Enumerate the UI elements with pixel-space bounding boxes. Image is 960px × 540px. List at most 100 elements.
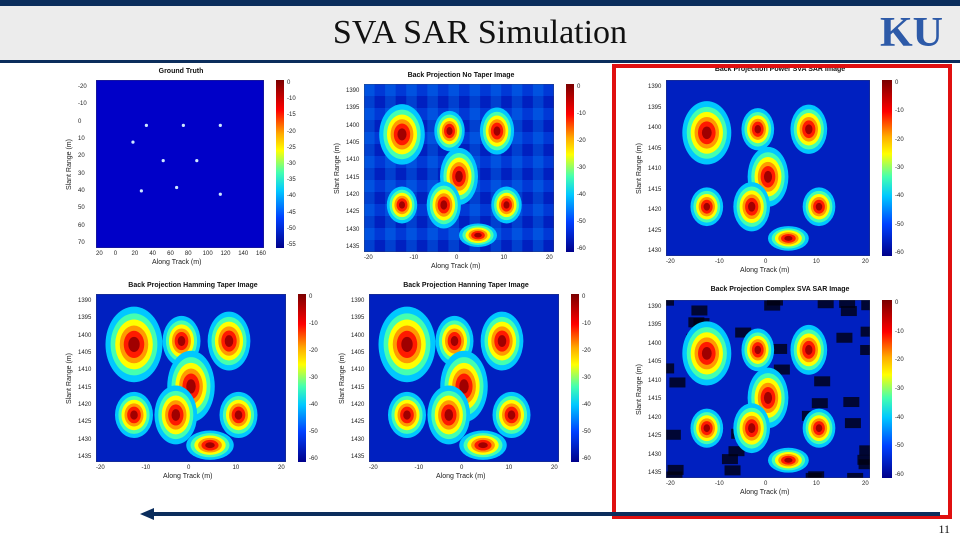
colorbar-tick: -20 xyxy=(309,348,318,354)
x-tick-label: 0 xyxy=(455,255,459,261)
blob xyxy=(219,391,258,439)
colorbar xyxy=(882,80,892,256)
x-tick-label: 20 xyxy=(862,481,869,487)
blob xyxy=(426,181,461,229)
y-tick-label: 1395 xyxy=(351,315,365,322)
x-tick-label: 60 xyxy=(167,251,174,257)
y-tick-label: 40 xyxy=(78,188,85,194)
target-point xyxy=(144,123,148,127)
y-tick-label: 1395 xyxy=(78,315,92,322)
x-tick-label: 140 xyxy=(238,251,249,257)
colorbar-tick: -30 xyxy=(309,375,318,381)
x-tick-label: 40 xyxy=(149,251,157,257)
blob xyxy=(115,391,153,439)
y-tick-label: 1415 xyxy=(648,186,662,193)
slide-title: SVA SAR Simulation xyxy=(332,14,628,51)
plot-area xyxy=(666,80,870,256)
colorbar-tick: -40 xyxy=(287,193,296,200)
figure-title: Back Projection No Taper Image xyxy=(407,72,515,79)
x-tick-label: -20 xyxy=(666,259,675,265)
x-axis-label: Along Track (m) xyxy=(431,263,481,270)
y-axis-label: Slant Range (m) xyxy=(334,143,341,194)
blob xyxy=(386,186,418,224)
colorbar-tick: -50 xyxy=(287,225,296,232)
colorbar-tick: -10 xyxy=(577,111,586,117)
colorbar-tick: -20 xyxy=(895,357,904,364)
colorbar-tick: -30 xyxy=(287,161,296,167)
x-tick-label: 20 xyxy=(546,255,553,261)
figure-title: Back Projection Hanning Taper Image xyxy=(403,282,529,289)
colorbar-tick: -10 xyxy=(895,328,904,335)
x-tick-label: -20 xyxy=(96,465,105,471)
y-tick-label: 1420 xyxy=(351,402,365,408)
colorbar-tick: -60 xyxy=(895,250,904,256)
colorbar-tick: -40 xyxy=(577,192,586,198)
y-tick-label: 1410 xyxy=(648,377,662,384)
blob xyxy=(733,182,771,232)
colorbar-tick: -40 xyxy=(895,193,904,200)
y-tick-label: 1420 xyxy=(648,414,662,421)
y-axis-label: Slant Range (m) xyxy=(66,353,73,404)
plot-area xyxy=(364,84,554,252)
y-tick-label: 1395 xyxy=(346,105,360,112)
colorbar-tick: -40 xyxy=(309,402,318,408)
y-tick-label: 1400 xyxy=(648,340,662,347)
x-tick-label: 20 xyxy=(278,465,285,471)
x-tick-label: 0 xyxy=(113,251,118,257)
y-tick-label: 1435 xyxy=(648,470,662,476)
colorbar-tick: -35 xyxy=(287,177,296,184)
x-tick-label: 10 xyxy=(505,465,513,471)
x-tick-label: 10 xyxy=(232,465,240,471)
colorbar-tick: -30 xyxy=(895,165,904,171)
page-number: 11 xyxy=(938,522,950,536)
y-tick-label: 1390 xyxy=(648,304,662,310)
colorbar-tick: -20 xyxy=(895,136,904,143)
y-tick-label: 1405 xyxy=(351,350,365,356)
y-tick-label: 1390 xyxy=(351,298,365,304)
colorbar-tick: -20 xyxy=(577,138,586,144)
colorbar-tick: -10 xyxy=(895,108,904,115)
y-tick-label: 1410 xyxy=(351,367,365,374)
blob xyxy=(733,403,771,454)
figure-title: Back Projection Complex SVA SAR Image xyxy=(710,286,850,293)
colorbar-tick: 0 xyxy=(577,84,581,90)
x-tick-label: 20 xyxy=(131,251,139,257)
figure-power-sva: Back Projection Power SVA SAR Image 0 -10 -… xyxy=(630,66,930,286)
x-tick-label: 20 xyxy=(862,259,869,265)
figure-hamming-taper: Back Projection Hamming Taper Image 0 -10 -… xyxy=(62,282,324,492)
y-tick-label: 1390 xyxy=(78,298,92,304)
y-tick-label: 1435 xyxy=(351,454,365,460)
title-rule xyxy=(0,60,960,63)
figure-hanning-taper: Back Projection Hanning Taper Image 0 -10 -… xyxy=(335,282,597,492)
colorbar-tick: -60 xyxy=(577,246,586,252)
plot-area xyxy=(96,80,264,248)
colorbar-tick: -40 xyxy=(895,414,904,421)
blob xyxy=(459,223,497,247)
blob xyxy=(790,104,828,154)
colorbar-tick: -50 xyxy=(577,219,586,225)
y-tick-label: 1435 xyxy=(346,244,360,250)
x-tick-label: 10 xyxy=(813,481,820,487)
x-tick-label: 20 xyxy=(96,251,103,257)
colorbar-tick: -10 xyxy=(582,321,591,327)
colorbar-tick: -50 xyxy=(309,429,318,435)
blob xyxy=(690,187,724,227)
y-tick-label: 1415 xyxy=(78,384,92,391)
colorbar-tick: -45 xyxy=(287,209,296,216)
x-tick-label: 0 xyxy=(187,465,191,471)
y-tick-label: 1415 xyxy=(346,174,360,181)
colorbar-tick: -20 xyxy=(287,128,296,135)
y-tick-label: 70 xyxy=(78,240,85,246)
colorbar-tick: -25 xyxy=(287,144,296,151)
x-tick-label: 0 xyxy=(764,259,768,265)
figure-no-taper: Back Projection No Taper Image 0 -10 -20 -30… xyxy=(330,72,592,282)
x-tick-label: 160 xyxy=(256,251,267,257)
blob xyxy=(207,311,251,371)
colorbar-tick: -50 xyxy=(582,429,591,435)
y-tick-label: 1395 xyxy=(648,322,662,329)
y-tick-label: 1390 xyxy=(648,84,662,90)
y-tick-label: 1420 xyxy=(78,402,92,408)
x-tick-label: 80 xyxy=(184,251,192,257)
colorbar-tick: -20 xyxy=(582,348,591,354)
y-tick-label: 60 xyxy=(78,222,85,229)
